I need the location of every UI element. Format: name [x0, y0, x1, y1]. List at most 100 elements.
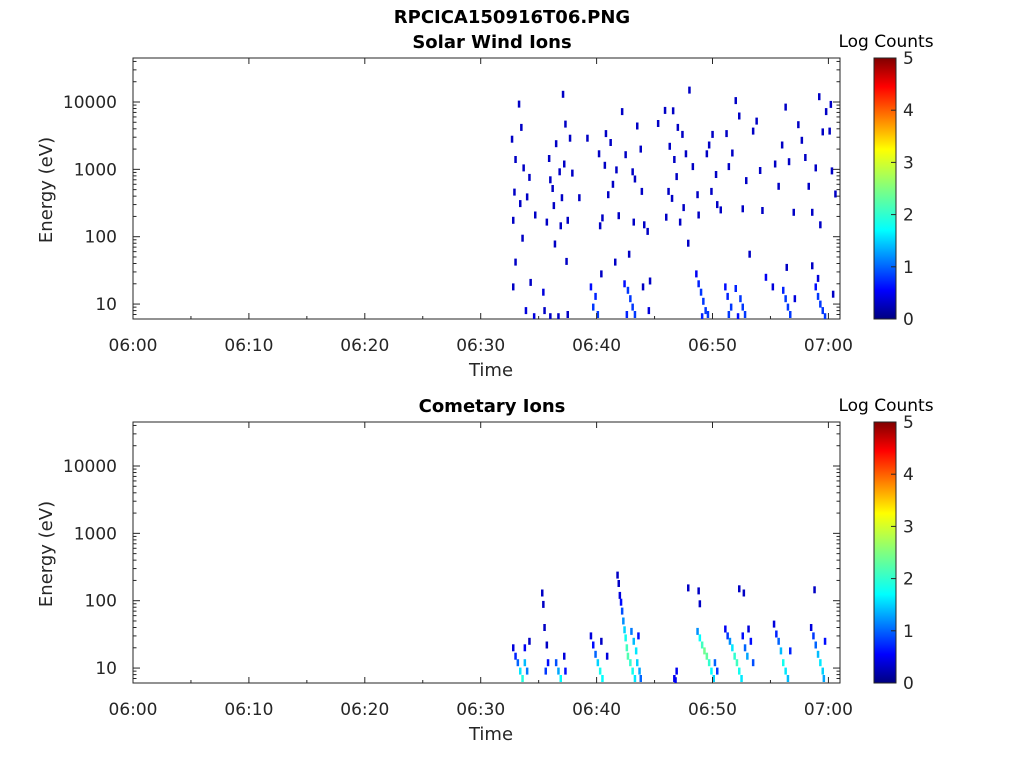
solar-wind-data-cell: [532, 313, 536, 319]
solar-wind-data-cell: [641, 283, 645, 291]
cometary-data-cell: [738, 667, 741, 675]
solar-wind-data-cell: [648, 277, 652, 285]
solar-wind-colorbar-tick-label: 4: [903, 101, 914, 121]
cometary-colorbar-tick-label: 3: [903, 517, 914, 537]
solar-wind-data-cell: [676, 123, 680, 131]
solar-wind-data-cell: [560, 194, 564, 202]
solar-wind-data-cell: [711, 130, 714, 138]
solar-wind-data-cell: [561, 90, 565, 98]
cometary-data-cell: [594, 650, 597, 658]
cometary-data-cell: [687, 584, 690, 592]
cometary-data-cell: [700, 641, 704, 649]
cometary-x-tick-label: 06:20: [340, 700, 389, 720]
solar-wind-y-ticks: 10 100 1000 10000: [63, 60, 840, 320]
solar-wind-colorbar-tick-label: 3: [903, 153, 914, 173]
cometary-data-cell: [823, 637, 827, 645]
cometary-data-cell: [528, 637, 531, 645]
solar-wind-x-tick-label: 06:00: [109, 336, 158, 356]
cometary-data-cell: [637, 632, 640, 640]
cometary-data-cell: [731, 644, 734, 652]
cometary-data-cell: [816, 650, 820, 658]
solar-wind-data-cell: [545, 218, 549, 226]
solar-wind-data-cell: [727, 311, 731, 318]
solar-wind-data-cell: [566, 216, 569, 224]
cometary-colorbar-tick-label: 1: [903, 622, 914, 642]
cometary-data-cell: [741, 632, 744, 640]
solar-wind-data-cell: [631, 168, 634, 176]
cometary-data-cell: [589, 632, 593, 640]
cometary-data-cell: [728, 637, 732, 645]
cometary-data-cell: [733, 652, 736, 660]
cometary-data-cell: [772, 620, 776, 628]
solar-wind-data-cell: [738, 112, 741, 120]
cometary-data-cell: [821, 667, 824, 675]
solar-wind-data-cell: [596, 311, 600, 318]
solar-wind-data-cell: [633, 175, 637, 183]
cometary-colorbar-tick-label: 0: [903, 674, 914, 694]
solar-wind-data-cell: [748, 250, 751, 258]
solar-wind-y-label: Energy (eV): [36, 137, 57, 243]
solar-wind-data-cell: [597, 150, 601, 158]
cometary-y-tick-label: 10: [95, 659, 117, 679]
solar-wind-data-cell: [824, 108, 828, 116]
solar-wind-data-cell: [729, 303, 733, 311]
solar-wind-data-cell: [607, 191, 610, 199]
cometary-data-cell: [523, 659, 527, 667]
solar-wind-x-tick-label: 06:10: [224, 336, 273, 356]
solar-wind-data-cell: [797, 121, 800, 129]
solar-wind-data-cell: [761, 207, 764, 214]
cometary-data-cell: [809, 624, 813, 631]
cometary-data-cell: [782, 659, 785, 667]
cometary-data-cell: [786, 675, 790, 682]
solar-wind-data-cell: [566, 311, 569, 318]
solar-wind-data-cell: [665, 213, 668, 221]
cometary-data-cell: [812, 632, 815, 640]
solar-wind-data-cell: [557, 313, 560, 319]
solar-wind-data-cell: [816, 292, 820, 300]
solar-wind-data-cell: [736, 313, 740, 319]
solar-wind-data-cell: [609, 139, 612, 146]
cometary-colorbar-tick-label: 4: [903, 465, 914, 485]
solar-wind-data-cell: [663, 106, 667, 114]
cometary-y-tick-label: 100: [85, 592, 117, 612]
solar-wind-data-cell: [834, 190, 837, 198]
cometary-data-cell: [724, 625, 727, 633]
cometary-data-cell: [749, 637, 753, 645]
solar-wind-data-cell: [804, 154, 807, 161]
figure-title: RPCICA150916T06.PNG: [393, 7, 631, 28]
cometary-x-ticks: 06:00 06:10 06:20 06:30 06:40 06:50 07:00: [109, 422, 853, 720]
cometary-data-cell: [710, 667, 713, 675]
cometary-data-cell: [777, 637, 780, 645]
solar-wind-data-cell: [830, 167, 834, 175]
solar-wind-data-cell: [782, 286, 785, 294]
solar-wind-data-cell: [524, 307, 528, 315]
solar-wind-data-cell: [745, 177, 748, 185]
solar-wind-data-cell: [716, 201, 719, 209]
cometary-data-cell: [514, 652, 517, 660]
solar-wind-data-cell: [626, 286, 630, 294]
cometary-x-label: Time: [468, 724, 513, 745]
solar-wind-data-cell: [611, 180, 615, 188]
solar-wind-data-cell: [559, 222, 562, 230]
cometary-data-cell: [740, 675, 743, 682]
solar-wind-data-cell: [639, 145, 642, 153]
cometary-y-tick-label: 1000: [74, 524, 117, 544]
solar-wind-data-cell: [598, 222, 602, 230]
cometary-data-cell: [675, 667, 678, 675]
solar-wind-data-cell: [710, 187, 713, 195]
solar-wind-data-cell: [571, 169, 574, 177]
cometary-data-cell: [738, 585, 741, 593]
solar-wind-data-cell: [734, 285, 737, 292]
solar-wind-data-cell: [773, 160, 777, 168]
cometary-data-cell: [696, 627, 699, 635]
cometary-data-cell: [631, 667, 634, 675]
solar-wind-colorbar-ticks: 0 1 2 3 4 5: [891, 49, 914, 330]
solar-wind-data-cell: [529, 278, 532, 286]
solar-wind-data-cell: [777, 182, 780, 190]
solar-wind-data-cell: [514, 258, 517, 266]
cometary-y-tick-label: 10000: [63, 457, 117, 477]
cometary-data-cell: [633, 675, 637, 682]
solar-wind-data-cell: [771, 283, 775, 291]
solar-wind-data-cell: [673, 156, 676, 163]
